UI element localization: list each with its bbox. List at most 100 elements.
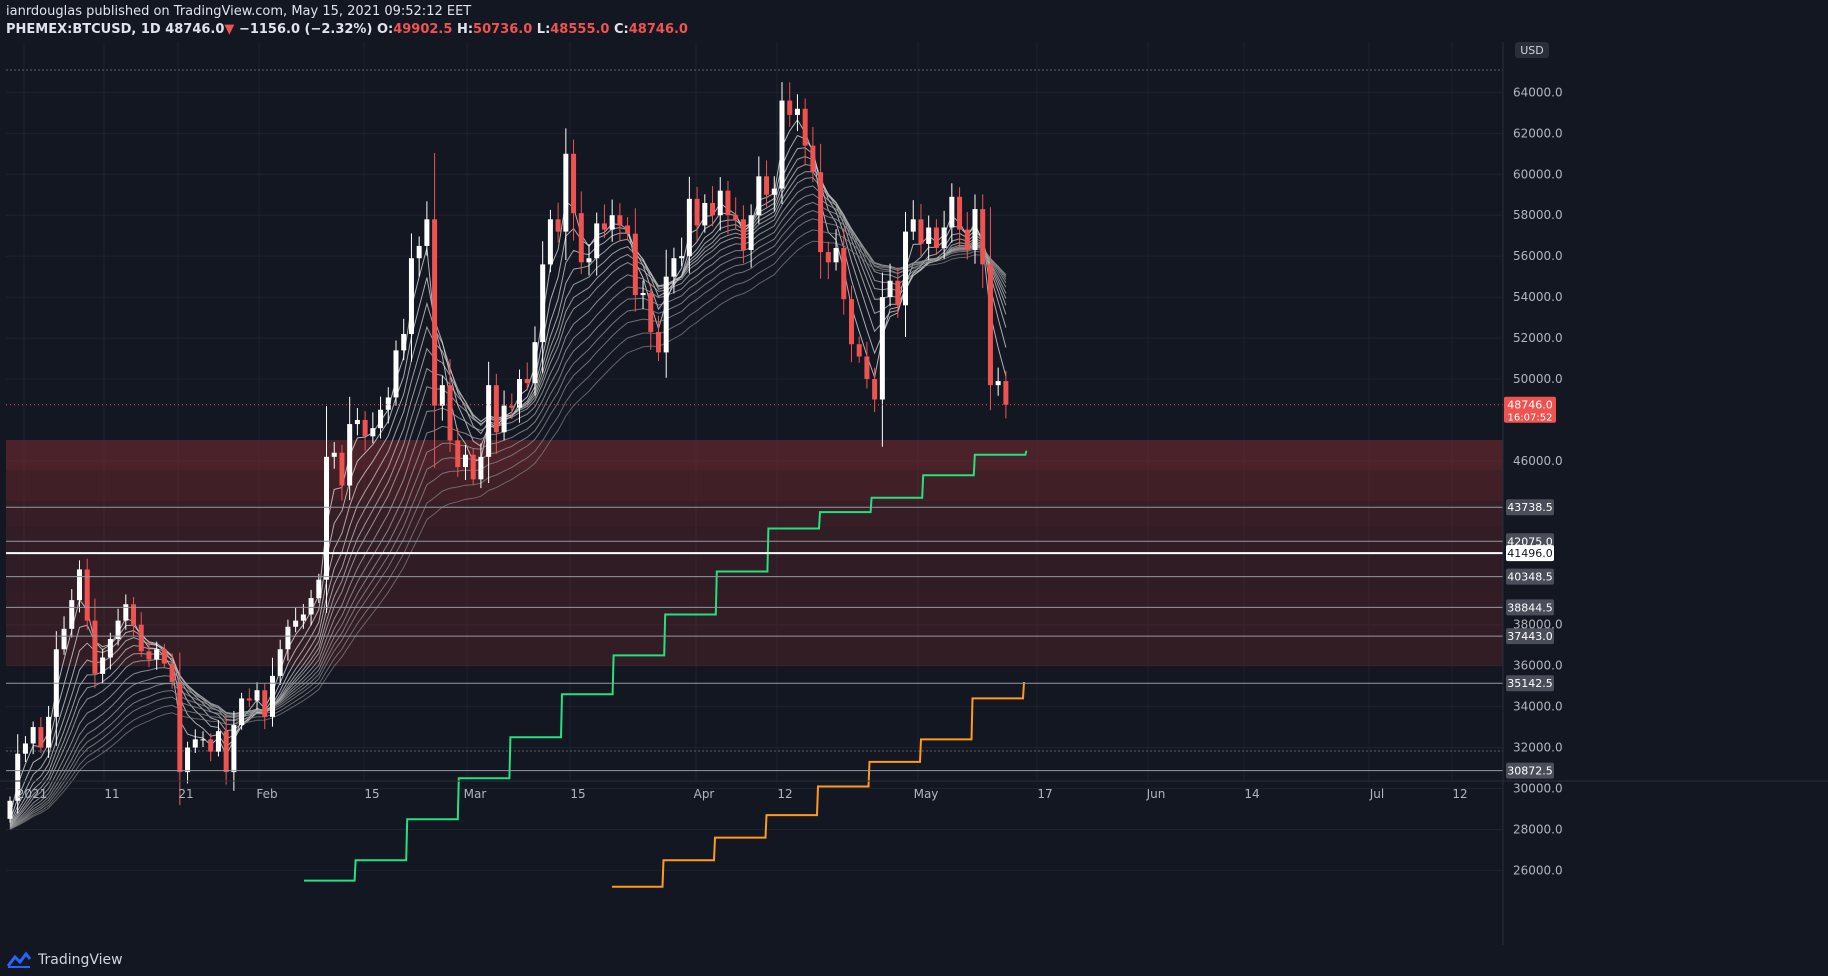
- candle-body: [331, 452, 337, 457]
- candle-body: [370, 428, 376, 437]
- candle-body: [895, 280, 901, 306]
- candle-body: [347, 424, 353, 486]
- ma-line: [9, 118, 1007, 816]
- candle-body: [447, 385, 453, 441]
- symbol-line: PHEMEX:BTCUSD, 1D 48746.0▼ −1156.0 (−2.3…: [6, 21, 1786, 39]
- candle-body: [432, 219, 438, 406]
- candle-body: [424, 219, 430, 246]
- candle-body: [841, 247, 847, 300]
- y-tick-label: 38000.0: [1513, 618, 1563, 632]
- candle-body: [787, 100, 793, 115]
- candle-body: [185, 747, 191, 773]
- ma-line: [9, 209, 1007, 830]
- candle-body: [462, 454, 468, 468]
- candle-body: [455, 440, 461, 468]
- candle-body: [316, 579, 322, 599]
- candle-body: [794, 108, 800, 115]
- candle-body: [810, 145, 816, 173]
- candle-body: [486, 385, 492, 457]
- candle-body: [38, 727, 44, 748]
- candle-body: [671, 258, 677, 277]
- x-tick-label: 11: [104, 787, 119, 801]
- candle-body: [663, 276, 669, 353]
- candle-body: [231, 725, 237, 773]
- y-tick-label: 56000.0: [1513, 249, 1563, 263]
- candle-body: [7, 800, 13, 819]
- candle-body: [223, 731, 229, 773]
- candle-body: [972, 209, 978, 251]
- current-price-box: [1504, 396, 1556, 423]
- tradingview-logo-icon: [6, 951, 32, 968]
- candle-body: [324, 456, 330, 580]
- candle-body: [1003, 381, 1009, 405]
- x-tick-label: 12: [777, 787, 792, 801]
- ma-line: [9, 240, 1007, 830]
- candle-body: [640, 293, 646, 296]
- candle-body: [717, 190, 723, 216]
- x-tick-label: May: [914, 787, 939, 801]
- candle-body: [702, 202, 708, 226]
- candle-body: [254, 690, 260, 701]
- candle-body: [725, 190, 731, 216]
- candle-body: [354, 419, 360, 425]
- level-label-box: [1506, 568, 1554, 585]
- candle-body: [30, 727, 36, 744]
- candle-body: [802, 108, 808, 146]
- candlestick-series: [7, 82, 1009, 823]
- x-tick-label: Mar: [464, 787, 487, 801]
- high-value: 50736.0: [473, 22, 533, 37]
- candle-body: [578, 213, 584, 263]
- level-label-box: [1506, 628, 1554, 645]
- candle-body: [285, 626, 291, 650]
- candle-body: [378, 409, 384, 429]
- candle-body: [146, 651, 152, 660]
- x-tick-label: 17: [1037, 787, 1052, 801]
- level-label-box: [1506, 599, 1554, 616]
- y-tick-label: 28000.0: [1513, 822, 1563, 836]
- level-label-box: [1506, 545, 1554, 562]
- candle-body: [679, 256, 685, 259]
- ma-line: [9, 185, 1007, 829]
- candle-body: [686, 198, 692, 257]
- candle-body: [887, 280, 893, 298]
- brand-name[interactable]: TradingView: [38, 952, 123, 968]
- candle-body: [509, 405, 515, 408]
- currency-label: USD: [1520, 44, 1544, 57]
- x-tick-label: 21: [178, 787, 193, 801]
- ma-line: [9, 229, 1007, 830]
- symbol-name[interactable]: PHEMEX:BTCUSD, 1D: [6, 22, 161, 37]
- high-label: H:: [456, 22, 474, 37]
- candle-body: [926, 227, 932, 244]
- time-axis: 2021 11 21 Feb 15 Mar 15 Apr 12 May 17 Jun 14 Jul 12: [0, 42, 1828, 945]
- candle-body: [957, 196, 963, 230]
- candle-body: [161, 649, 167, 664]
- candle-body: [493, 385, 499, 433]
- candle-body: [833, 247, 839, 263]
- candle-body: [246, 698, 252, 701]
- open-value: 49902.5: [393, 22, 453, 37]
- candle-body: [115, 620, 121, 640]
- resistance-zones: [6, 440, 1503, 666]
- candle-body: [277, 649, 283, 676]
- low-label: L:: [536, 22, 551, 37]
- candle-body: [84, 569, 90, 621]
- candle-body: [61, 628, 67, 650]
- close-label: C:: [614, 22, 629, 37]
- candle-body: [385, 397, 391, 410]
- candle-body: [864, 356, 870, 380]
- step-lines: [304, 450, 1028, 888]
- x-tick-label: 14: [1244, 787, 1259, 801]
- candle-body: [756, 176, 762, 216]
- candle-body: [107, 639, 113, 658]
- candle-body: [748, 215, 754, 251]
- zone-band: [6, 440, 1503, 470]
- green-step-line: [304, 450, 1028, 882]
- candle-body: [818, 172, 824, 253]
- y-tick-label: 58000.0: [1513, 208, 1563, 222]
- candle-body: [470, 454, 476, 480]
- x-tick-label: 12: [1452, 787, 1467, 801]
- candle-body: [532, 342, 538, 384]
- candle-body: [825, 252, 831, 263]
- level-label: 38844.5: [1507, 601, 1553, 614]
